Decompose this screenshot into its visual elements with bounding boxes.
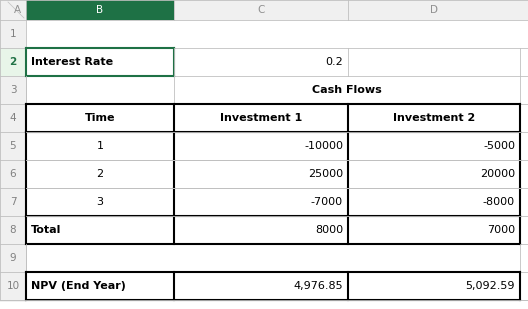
Bar (26, 76, 520, 104)
Text: 3: 3 (10, 85, 16, 95)
Text: 1: 1 (97, 141, 103, 151)
Text: -7000: -7000 (311, 197, 343, 207)
Bar (26, 272, 520, 300)
Text: 3: 3 (97, 197, 103, 207)
Text: -5000: -5000 (483, 141, 515, 151)
Bar (26, 244, 520, 272)
Text: Cash Flows: Cash Flows (312, 85, 382, 95)
Bar (0, 0, 528, 20)
Bar (26, 0, 174, 20)
Text: B: B (97, 5, 103, 15)
Bar (0, 20, 26, 302)
Text: 2: 2 (97, 169, 103, 179)
Bar (0, 48, 26, 76)
Text: NPV (End Year): NPV (End Year) (31, 281, 126, 291)
Text: Total: Total (31, 225, 61, 235)
Text: Time: Time (85, 113, 115, 123)
Text: 20000: 20000 (480, 169, 515, 179)
Text: C: C (257, 5, 265, 15)
Bar (26, 188, 520, 216)
Bar (174, 48, 348, 76)
Text: 5,092.59: 5,092.59 (466, 281, 515, 291)
Text: 7: 7 (10, 197, 16, 207)
Bar (26, 104, 520, 132)
Text: 8000: 8000 (315, 225, 343, 235)
Text: 25000: 25000 (308, 169, 343, 179)
Text: 7000: 7000 (487, 225, 515, 235)
Text: 5: 5 (10, 141, 16, 151)
Bar (348, 48, 520, 76)
Text: D: D (430, 5, 438, 15)
Text: -10000: -10000 (304, 141, 343, 151)
Text: 2: 2 (10, 57, 16, 67)
Text: 10: 10 (6, 281, 20, 291)
Text: 0.2: 0.2 (325, 57, 343, 67)
Text: Investment 1: Investment 1 (220, 113, 302, 123)
Text: Investment 2: Investment 2 (393, 113, 475, 123)
Text: A: A (13, 5, 21, 15)
Text: 1: 1 (10, 29, 16, 39)
Text: 6: 6 (10, 169, 16, 179)
Text: 9: 9 (10, 253, 16, 263)
Text: 8: 8 (10, 225, 16, 235)
Bar (26, 160, 520, 188)
Text: Interest Rate: Interest Rate (31, 57, 113, 67)
Bar (26, 48, 174, 76)
Text: 4: 4 (10, 113, 16, 123)
Text: 4,976.85: 4,976.85 (294, 281, 343, 291)
Bar (26, 132, 520, 160)
Bar (26, 216, 520, 244)
Text: -8000: -8000 (483, 197, 515, 207)
